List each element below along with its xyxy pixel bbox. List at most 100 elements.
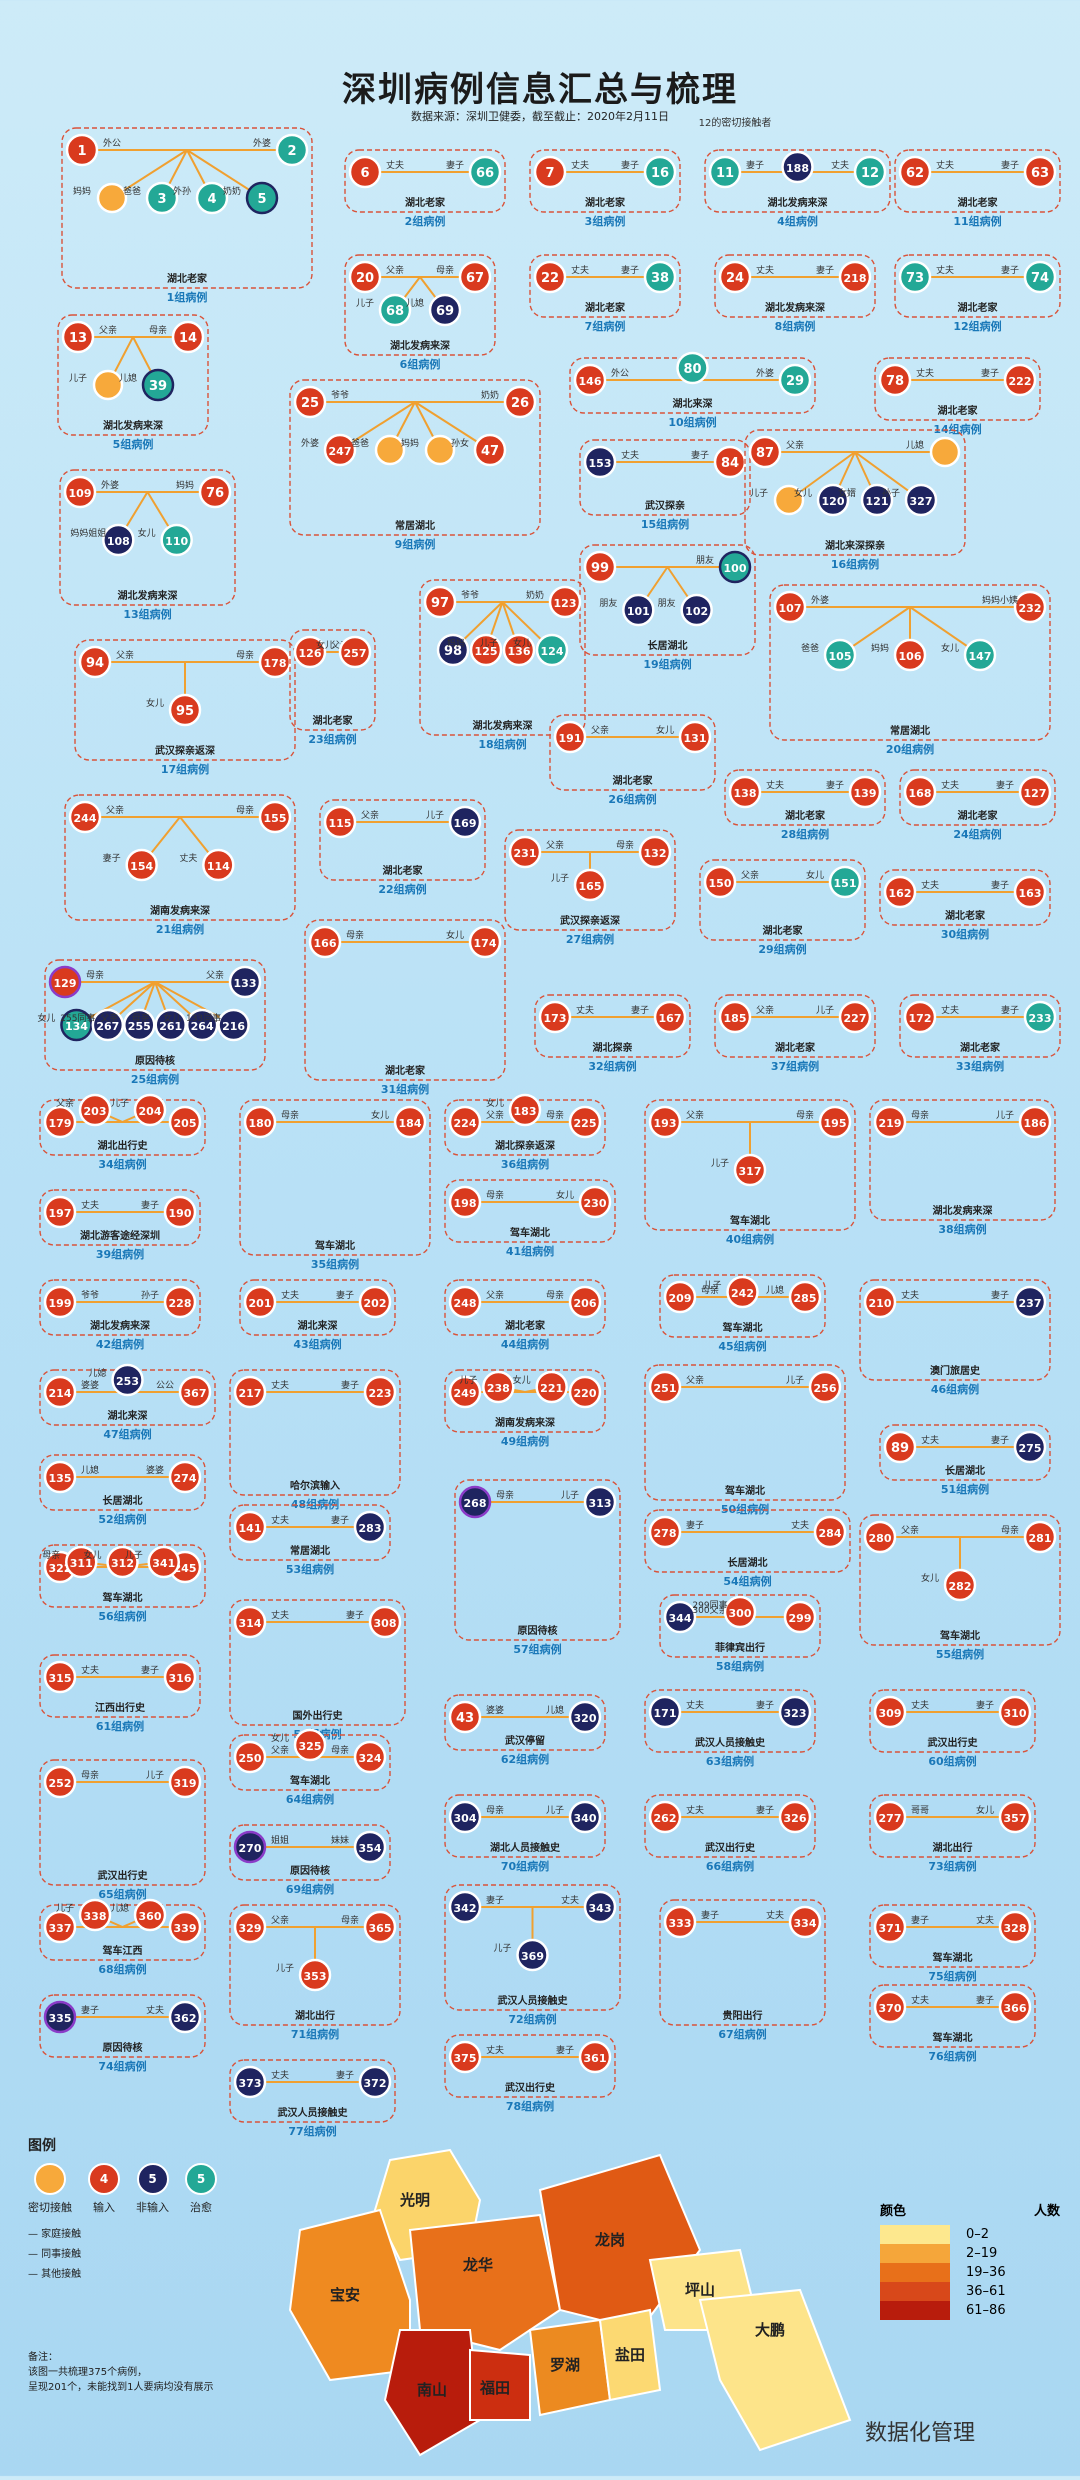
group-box — [644, 1689, 816, 1753]
case-number: 4 — [207, 192, 216, 207]
case-node — [43, 1765, 77, 1799]
relation-label: 母亲 — [546, 1289, 564, 1301]
case-number: 162 — [889, 887, 912, 900]
relation-label: 妻子 — [991, 1289, 1009, 1301]
group-box — [869, 1794, 1036, 1858]
scale-range: 36–61 — [966, 2284, 1006, 2299]
case-node — [43, 1195, 77, 1229]
case-node — [583, 445, 617, 479]
case-node — [838, 1000, 872, 1034]
case-node — [648, 1105, 682, 1139]
case-node — [648, 1370, 682, 1404]
map-district-label: 福田 — [479, 2379, 510, 2397]
relation-label: 儿子 — [996, 1110, 1014, 1121]
case-node — [778, 1800, 812, 1834]
relation-label: 儿媳 — [546, 1704, 564, 1716]
case-number: 278 — [654, 1527, 677, 1540]
group-box — [229, 2059, 396, 2123]
case-node — [898, 155, 932, 189]
case-node — [1013, 590, 1047, 624]
relation-label: 父亲 — [106, 804, 124, 816]
case-node — [195, 181, 229, 215]
case-node — [448, 1890, 482, 1924]
group-origin: 湖北老家 — [958, 301, 999, 314]
case-number: 325 — [299, 1740, 322, 1753]
relation-label: 父亲 — [100, 1012, 118, 1024]
group-origin: 湖北老家 — [763, 924, 804, 937]
map-district-label: 大鹏 — [755, 2321, 785, 2339]
group-origin: 湖北老家 — [385, 1064, 426, 1077]
legend-note: 备注： 该图一共梳理375个病例， 呈现201个，未能找到1人要病均没有展示 — [28, 2350, 268, 2395]
group-origin: 湖北人员接触史 — [490, 1841, 561, 1854]
group-label: 51组病例 — [941, 1482, 989, 1496]
group-label: 24组病例 — [953, 827, 1001, 841]
case-node — [469, 633, 503, 667]
case-number: 24 — [726, 271, 744, 286]
relation-label: 妈妈 — [176, 479, 194, 491]
case-number: 102 — [685, 605, 708, 618]
relation-label: 300父亲 — [692, 1604, 727, 1616]
case-number: 68 — [386, 304, 404, 319]
relation-label: 丈夫 — [146, 2004, 164, 2016]
case-number: 94 — [86, 656, 104, 671]
relation-label: 儿媳 — [81, 1464, 99, 1476]
legend-note-line: 呈现201个，未能找到1人要病均没有展示 — [28, 2382, 214, 2393]
case-number: 252 — [49, 1777, 72, 1790]
group-origin: 常居湖北 — [890, 724, 930, 737]
case-node — [468, 925, 502, 959]
case-number: 329 — [239, 1922, 262, 1935]
relation-label: 儿子 — [125, 1550, 143, 1561]
case-number: 138 — [734, 787, 757, 800]
relation-label: 母亲 — [81, 1769, 99, 1781]
group-box — [879, 869, 1051, 926]
case-node — [141, 368, 175, 402]
case-number: 370 — [879, 2002, 902, 2015]
relation-label: 外孙 — [173, 185, 191, 197]
group-origin: 驾车湖北 — [314, 1239, 355, 1252]
case-node — [748, 435, 782, 469]
scale-range: 61–86 — [966, 2303, 1006, 2318]
relation-label: 妻子 — [556, 2044, 574, 2056]
case-number: 357 — [1004, 1812, 1027, 1825]
group-origin: 湖北老家 — [613, 774, 654, 787]
case-number: 253 — [116, 1375, 139, 1388]
map-district-label: 盐田 — [615, 2346, 645, 2364]
relation-label: 母亲 — [701, 1284, 719, 1296]
case-node — [43, 1105, 77, 1139]
group-origin: 驾车江西 — [102, 1944, 143, 1957]
case-number: 227 — [844, 1012, 867, 1025]
group-origin: 长居湖北 — [728, 1556, 768, 1569]
group-origin: 湖北游客途经深圳 — [80, 1229, 160, 1242]
legend-item: 5 治愈 — [185, 2163, 217, 2215]
case-node — [133, 1093, 167, 1127]
group-origin: 湖北老家 — [785, 809, 826, 822]
case-node — [643, 155, 677, 189]
relation-label: 父亲 — [271, 1744, 289, 1756]
group-label: 38组病例 — [938, 1222, 986, 1236]
group-label: 7组病例 — [585, 319, 626, 333]
relation-label: 丈夫 — [791, 1519, 809, 1531]
case-node — [1013, 875, 1047, 909]
case-number: 238 — [487, 1382, 510, 1395]
watermark: 数据化管理 — [865, 2421, 976, 2446]
case-number: 141 — [239, 1522, 262, 1535]
relation-label: 母亲 — [42, 1549, 60, 1561]
case-number: 5 — [257, 192, 266, 207]
relation-label: 丈夫 — [271, 1514, 289, 1526]
case-number: 16 — [651, 166, 669, 181]
case-number: 343 — [589, 1902, 612, 1915]
case-node — [516, 1938, 549, 1972]
case-number: 310 — [1004, 1707, 1027, 1720]
case-node — [43, 1375, 77, 1409]
group-box — [869, 1689, 1036, 1753]
case-node — [160, 523, 193, 557]
case-number: 300 — [729, 1607, 752, 1620]
group-label: 60组病例 — [928, 1754, 976, 1768]
case-number: 248 — [454, 1297, 477, 1310]
case-number: 43 — [456, 1711, 474, 1726]
group-label: 53组病例 — [286, 1562, 334, 1576]
case-node — [133, 1898, 167, 1932]
case-node — [163, 1660, 197, 1694]
case-node — [43, 2000, 77, 2034]
group-box — [899, 769, 1056, 826]
